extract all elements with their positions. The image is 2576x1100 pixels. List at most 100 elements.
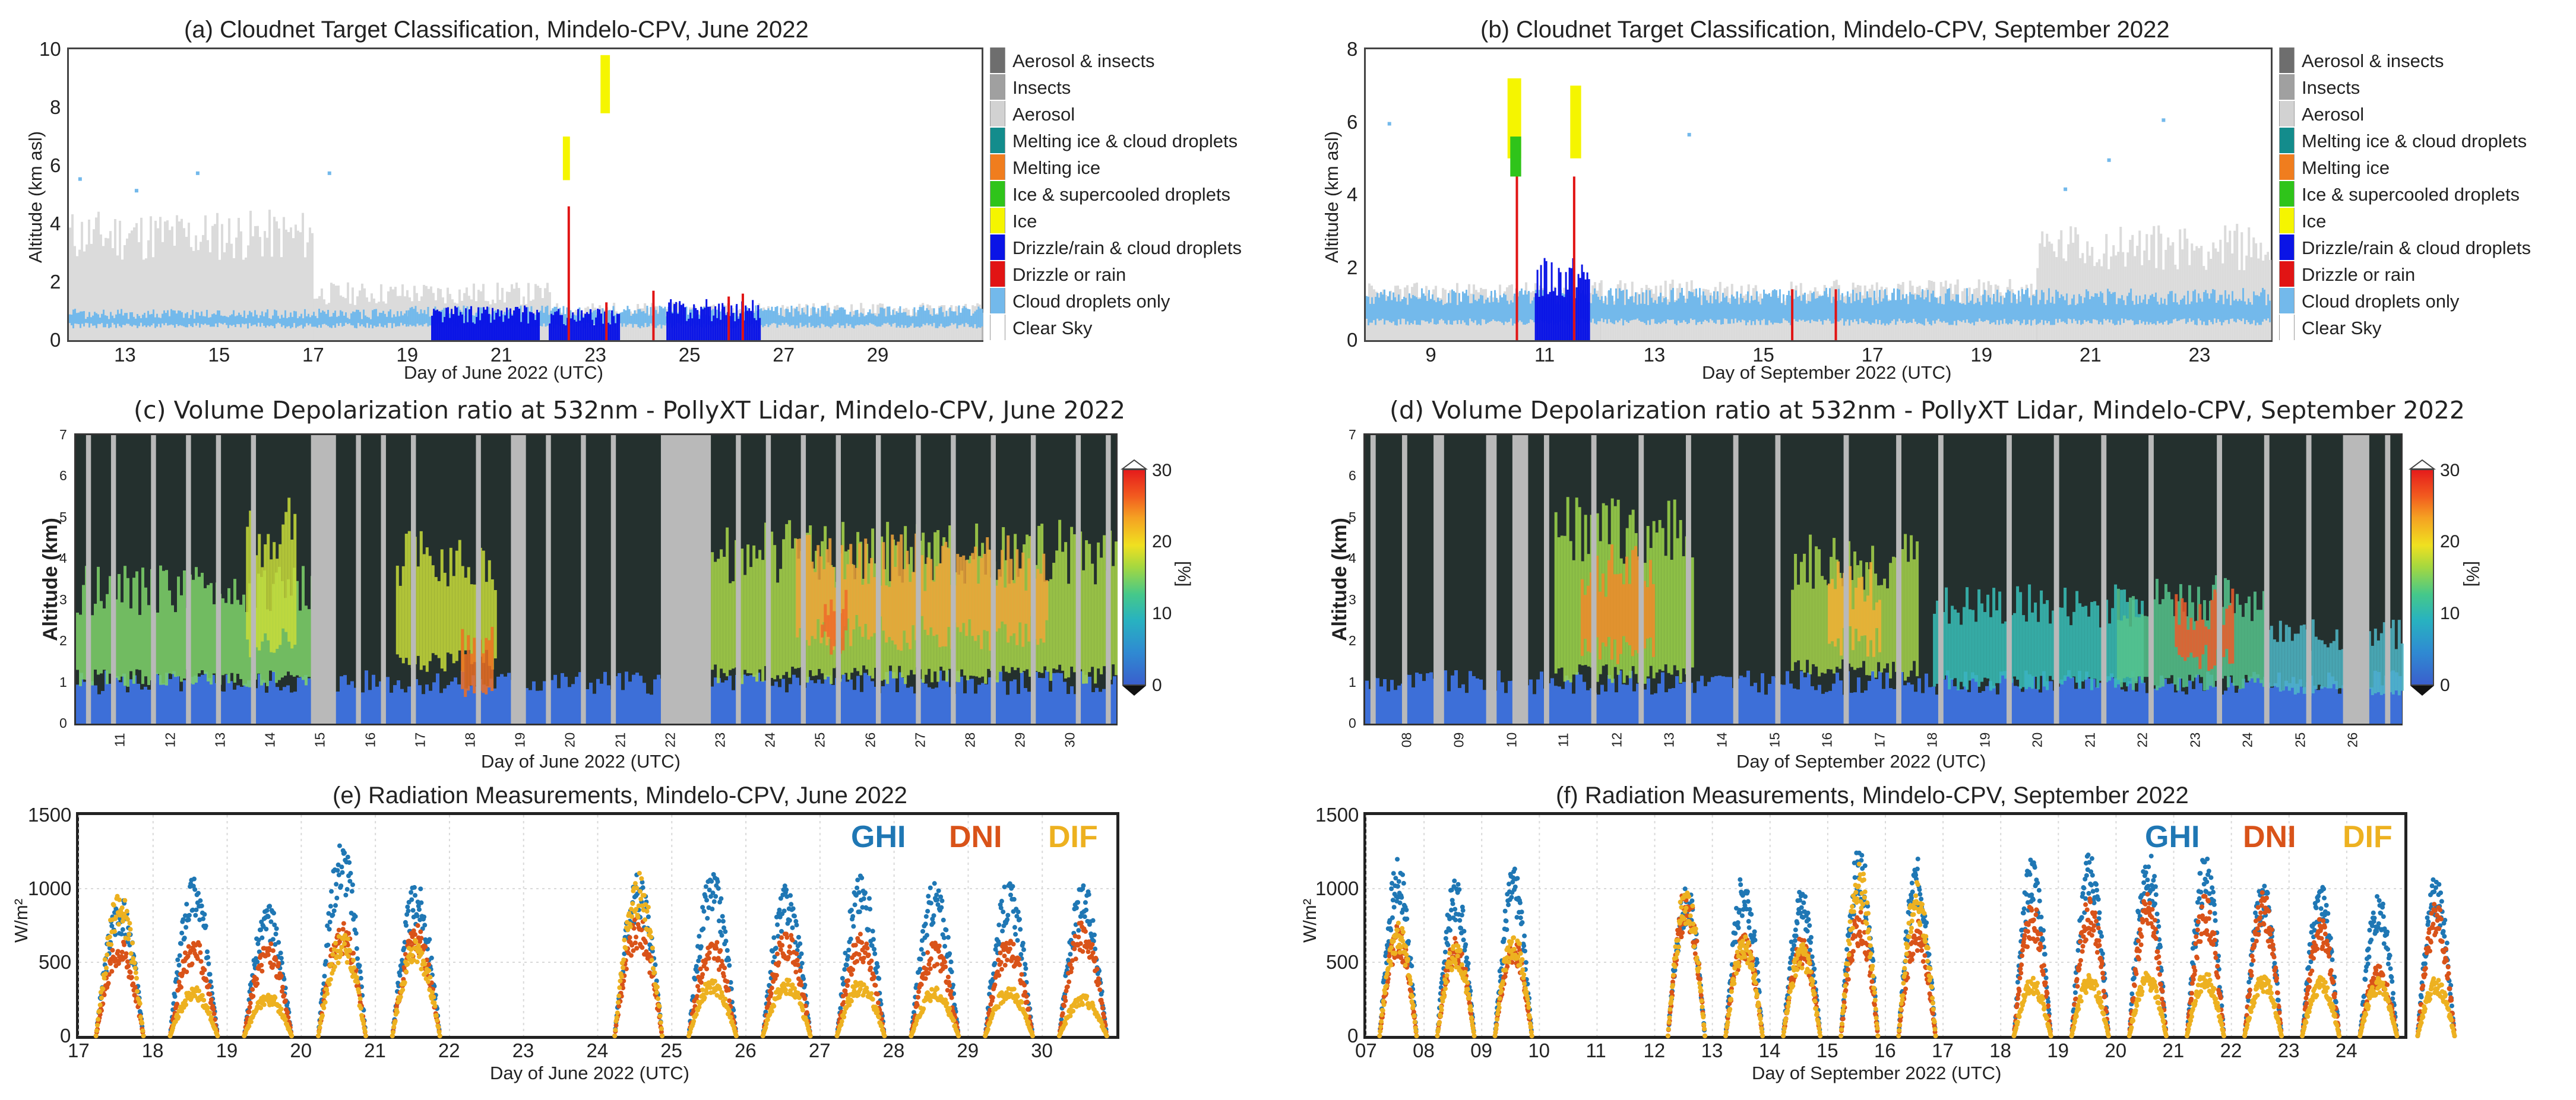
- aerosol-stripe: [181, 218, 183, 340]
- ghi-point: [1015, 938, 1020, 943]
- cloud-droplets: [1400, 301, 1401, 325]
- cloud-droplets: [2205, 290, 2207, 325]
- cloud-droplets: [1531, 300, 1533, 321]
- ghi-point: [993, 947, 998, 952]
- aerosol-stripe: [128, 233, 131, 340]
- aerosol-stripe: [2233, 230, 2236, 340]
- cloud-droplets: [390, 309, 391, 324]
- depol-layer: [2034, 603, 2037, 677]
- depol-layer: [1613, 574, 1616, 640]
- dni-point: [634, 946, 640, 951]
- legend-b-label: Clear Sky: [2302, 318, 2382, 338]
- cloud-droplets: [520, 306, 522, 327]
- cloud-droplets: [149, 314, 151, 327]
- cloud-droplets: [1460, 302, 1462, 324]
- cloud-droplets: [838, 308, 841, 328]
- depol-layer: [822, 569, 826, 622]
- cloud-droplets: [1453, 291, 1455, 321]
- boundary-layer: [742, 674, 746, 724]
- panel-b-xlabel: Day of September 2022 (UTC): [1702, 362, 1952, 383]
- depol-layer: [449, 547, 452, 654]
- aerosol-stripe: [268, 210, 271, 340]
- cloud-droplets: [2036, 290, 2037, 325]
- depol-layer: [1872, 610, 1876, 657]
- cloud-droplets: [1649, 290, 1651, 325]
- boundary-layer: [1796, 689, 1800, 724]
- ghi-point: [273, 931, 279, 937]
- cloud-droplets: [2201, 302, 2203, 325]
- depol-layer: [2388, 628, 2392, 693]
- drizzle-cloud: [440, 312, 442, 340]
- cloud-droplets: [1913, 294, 1914, 319]
- cloud-droplets: [208, 318, 210, 325]
- cloud-droplets: [856, 309, 859, 325]
- ghi-point: [705, 915, 710, 921]
- aerosol-stripe: [2217, 252, 2220, 340]
- cloud-droplets: [2191, 301, 2192, 322]
- cloud-droplets: [2018, 290, 2020, 322]
- y-tick-label: 4: [1349, 550, 1356, 566]
- dni-point: [115, 949, 121, 954]
- cloud-droplets: [1508, 304, 1510, 322]
- depol-layer: [963, 584, 967, 676]
- cloud-droplets: [1662, 302, 1663, 323]
- dni-point: [795, 962, 800, 968]
- boundary-layer: [1070, 686, 1074, 724]
- aerosol-stripe: [78, 249, 81, 340]
- cloud-droplets: [272, 315, 274, 326]
- boundary-layer: [2049, 681, 2053, 724]
- panel-d-cbar-top-cap: [2409, 459, 2436, 470]
- boundary-layer: [1109, 684, 1113, 724]
- cloud-droplets: [1407, 305, 1409, 322]
- boundary-layer: [1618, 670, 1622, 724]
- aerosol-stripe: [176, 215, 178, 340]
- legend-a-label: Aerosol: [1012, 104, 1075, 125]
- cloud-droplets: [1510, 300, 1512, 319]
- depol-layer: [258, 534, 261, 651]
- cloud-droplets: [83, 311, 85, 326]
- ghi-point: [947, 951, 952, 956]
- ghi-point: [1018, 927, 1023, 932]
- boundary-layer: [108, 683, 112, 724]
- cloud-droplets: [1523, 294, 1524, 325]
- cloud-droplets: [879, 307, 882, 327]
- depol-layer: [2379, 633, 2383, 695]
- depol-layer: [1580, 579, 1584, 656]
- cloud-droplets: [124, 313, 126, 325]
- ghi-point: [781, 908, 787, 914]
- dni-point: [336, 927, 341, 933]
- y-tick-label: 0: [59, 715, 67, 731]
- drizzle-cloud: [1542, 296, 1544, 340]
- cloud-droplets: [929, 314, 932, 324]
- no-data-column: [875, 435, 881, 724]
- cloud-droplets: [660, 306, 663, 329]
- x-tick-label: 21: [2081, 732, 2097, 748]
- drizzle-cloud: [595, 317, 597, 340]
- aerosol-stripe: [622, 316, 625, 340]
- cloud-droplets: [2037, 304, 2039, 324]
- dni-point: [722, 965, 727, 971]
- drizzle-cloud: [477, 307, 480, 340]
- boundary-layer: [2398, 676, 2402, 724]
- cloud-droplets: [1615, 288, 1617, 321]
- depol-layer: [2371, 645, 2374, 695]
- cloud-droplets: [2048, 288, 2050, 322]
- boundary-layer: [1803, 677, 1807, 724]
- aerosol-stripe: [425, 286, 428, 340]
- cloud-droplets: [1450, 303, 1451, 325]
- aerosol-stripe: [173, 245, 176, 340]
- boundary-layer: [1836, 673, 1839, 724]
- ghi-point: [270, 937, 276, 942]
- boundary-layer: [1946, 670, 1950, 724]
- depol-layer: [2078, 603, 2082, 689]
- ghi-point: [1059, 1017, 1064, 1022]
- cloud-droplets: [2103, 303, 2105, 319]
- cloud-droplets: [1396, 301, 1398, 326]
- cloud-droplets: [284, 310, 286, 329]
- cloud-droplets: [1499, 295, 1501, 322]
- aerosol-stripe: [121, 259, 124, 340]
- cloud-droplets: [2157, 302, 2159, 321]
- cloud-droplets: [648, 315, 650, 326]
- ghi-point: [1023, 966, 1028, 971]
- depol-layer: [749, 567, 753, 674]
